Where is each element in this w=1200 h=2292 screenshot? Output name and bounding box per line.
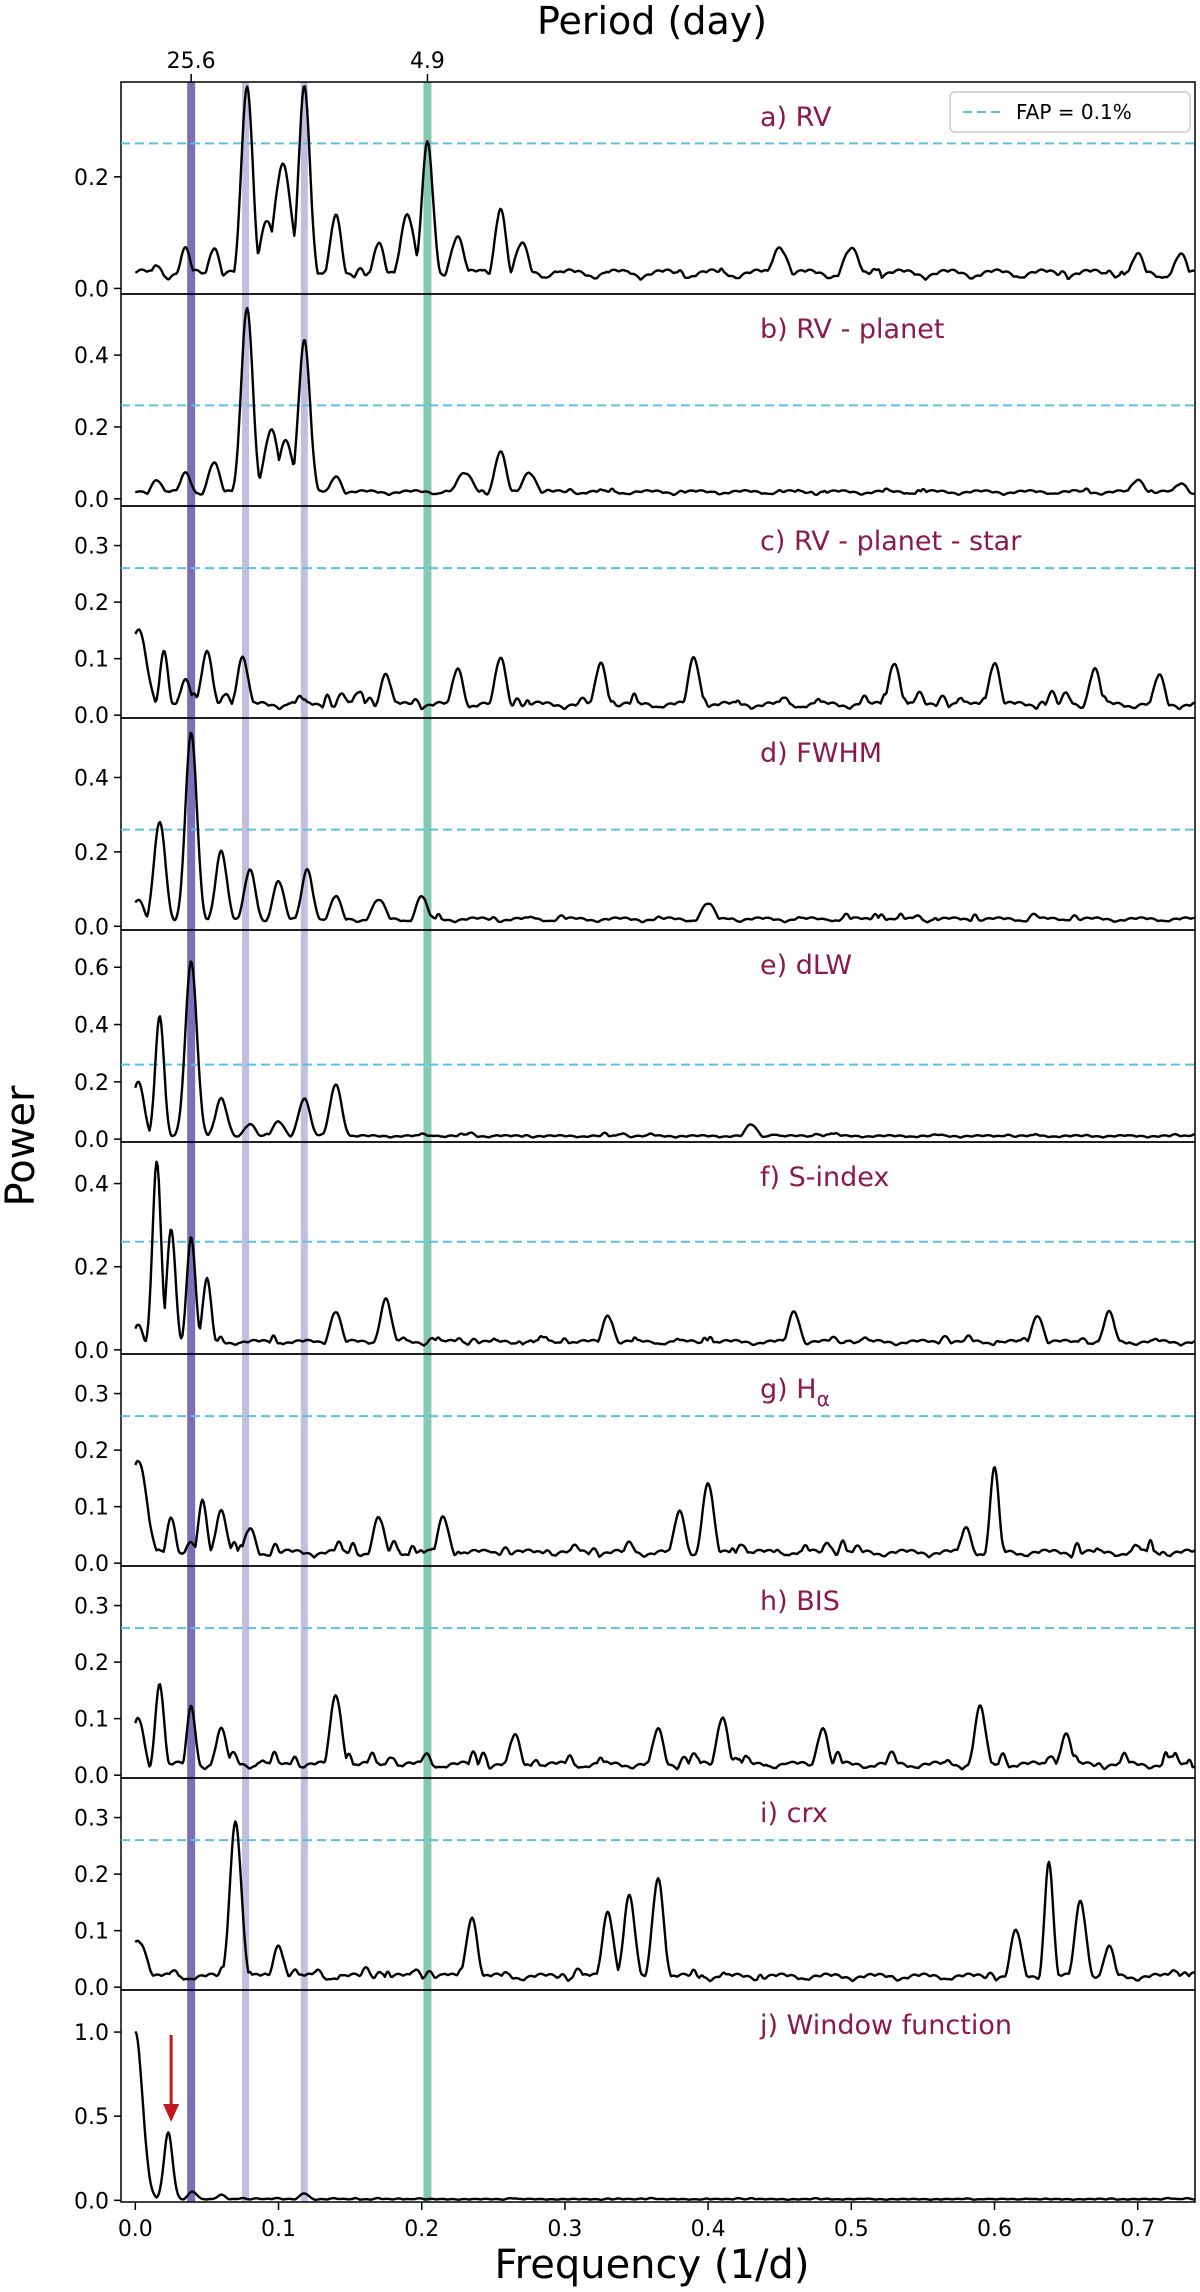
panel-h: 0.0 0.1 0.2 0.3 h) BIS <box>74 1565 1196 1789</box>
panel-i: 0.0 0.1 0.2 0.3 i) crx <box>74 1777 1196 2001</box>
y-tick-label: 1.0 <box>74 2021 109 2046</box>
panel-d: 0.0 0.2 0.4 d) FWHM <box>74 717 1196 940</box>
y-tick-label: 0.2 <box>74 166 109 191</box>
panel-frame <box>120 293 1196 507</box>
window-arrow <box>163 2035 180 2122</box>
top-tick-label-0: 25.6 <box>167 49 216 74</box>
top-tick-label-1: 4.9 <box>410 49 445 74</box>
x-tick-label: 0.3 <box>547 2217 582 2242</box>
arrow-head <box>163 2104 180 2122</box>
y-tick-label: 0.3 <box>74 1807 109 1832</box>
panel-frame <box>120 1989 1196 2203</box>
y-tick-label: 0.0 <box>74 1128 109 1153</box>
y-axis-title: Power <box>0 1085 44 1206</box>
panel-b: 0.0 0.2 0.4 b) RV - planet <box>74 293 1196 513</box>
y-tick-label: 0.1 <box>74 1708 109 1733</box>
panel-label: e) dLW <box>760 950 852 981</box>
periodogram-curve <box>134 306 1196 497</box>
periodogram-curve <box>134 1820 1196 1983</box>
y-tick-label: 0.3 <box>74 1383 109 1408</box>
panel-f: 0.0 0.2 0.4 f) S-index <box>74 1141 1196 1364</box>
panel-g: 0.0 0.1 0.2 0.3 g) Hα <box>74 1353 1196 1577</box>
top-axis-title: Period (day) <box>537 0 767 43</box>
periodogram-curve <box>134 1459 1196 1559</box>
x-tick-label: 0.1 <box>261 2217 296 2242</box>
y-tick-label: 0.4 <box>74 767 109 792</box>
x-axis-title: Frequency (1/d) <box>495 2242 810 2288</box>
x-axis-ticks: 0.0 0.1 0.2 0.3 0.4 0.5 0.6 0.7 <box>118 2202 1155 2242</box>
periodogram-curve <box>134 628 1196 711</box>
y-tick-label: 0.0 <box>74 1764 109 1789</box>
periodogram-curve <box>134 960 1196 1139</box>
y-tick-label: 0.0 <box>74 915 109 940</box>
panel-frame <box>120 1565 1196 1779</box>
x-tick-label: 0.5 <box>834 2217 869 2242</box>
panel-label: a) RV <box>760 102 832 133</box>
panel-label: i) crx <box>760 1798 828 1829</box>
y-tick-label: 0.2 <box>74 1256 109 1281</box>
periodogram-curve <box>134 85 1196 281</box>
panel-label: d) FWHM <box>760 738 882 769</box>
panel-label-subscript: α <box>817 1387 830 1411</box>
y-tick-label: 0.4 <box>74 1173 109 1198</box>
periodogram-curve <box>134 1683 1196 1771</box>
y-tick-label: 0.5 <box>74 2105 109 2130</box>
y-tick-label: 0.1 <box>74 1920 109 1945</box>
panel-frame <box>120 929 1196 1143</box>
periodogram-curve <box>134 2030 1196 2201</box>
y-tick-label: 0.3 <box>74 1595 109 1620</box>
y-tick-label: 0.2 <box>74 841 109 866</box>
x-tick-label: 0.7 <box>1120 2217 1155 2242</box>
panels: 0.0 0.2 a) RV FAP = 0.1% 0.0 0.2 0.4 b) RV - pl… <box>74 81 1196 2214</box>
x-tick-label: 0.0 <box>118 2217 153 2242</box>
y-tick-label: 0.3 <box>74 535 109 560</box>
x-tick-label: 0.6 <box>977 2217 1012 2242</box>
panel-frame <box>120 1353 1196 1567</box>
periodogram-curve <box>134 731 1196 924</box>
panel-label: j) Window function <box>759 2010 1012 2041</box>
legend-label: FAP = 0.1% <box>1016 100 1132 124</box>
y-tick-label: 0.6 <box>74 956 109 981</box>
y-tick-label: 0.2 <box>74 1651 109 1676</box>
y-tick-label: 0.0 <box>74 277 109 302</box>
top-axis-ticks: 25.6 4.9 <box>167 49 445 82</box>
y-tick-label: 0.4 <box>74 344 109 369</box>
periodogram-curve <box>134 1160 1196 1347</box>
y-tick-label: 0.2 <box>74 1071 109 1096</box>
legend-box <box>949 91 1191 133</box>
y-tick-label: 0.2 <box>74 416 109 441</box>
y-tick-label: 0.2 <box>74 1863 109 1888</box>
panel-label: b) RV - planet <box>760 314 944 345</box>
panel-label: f) S-index <box>760 1162 889 1193</box>
panel-label: h) BIS <box>760 1586 840 1617</box>
y-tick-label: 0.0 <box>74 1339 109 1364</box>
y-tick-label: 0.0 <box>74 2189 109 2214</box>
y-tick-label: 0.0 <box>74 1976 109 2001</box>
legend: FAP = 0.1% <box>949 91 1191 133</box>
panel-c: 0.0 0.1 0.2 0.3 c) RV - planet - star <box>74 505 1196 729</box>
panel-label: c) RV - planet - star <box>760 526 1022 557</box>
y-tick-label: 0.1 <box>74 648 109 673</box>
y-tick-label: 0.4 <box>74 1014 109 1039</box>
y-tick-label: 0.2 <box>74 591 109 616</box>
panel-label: g) Hα <box>760 1374 830 1411</box>
panel-a: 0.0 0.2 a) RV FAP = 0.1% <box>74 81 1196 302</box>
x-tick-label: 0.4 <box>691 2217 726 2242</box>
x-tick-label: 0.2 <box>404 2217 439 2242</box>
y-tick-label: 0.0 <box>74 488 109 513</box>
panel-frame <box>120 505 1196 719</box>
panel-j: 0.0 0.5 1.0 j) Window function <box>74 1989 1196 2214</box>
panel-frame <box>120 717 1196 931</box>
y-tick-label: 0.0 <box>74 1552 109 1577</box>
y-tick-label: 0.2 <box>74 1439 109 1464</box>
y-tick-label: 0.1 <box>74 1496 109 1521</box>
y-tick-label: 0.0 <box>74 704 109 729</box>
